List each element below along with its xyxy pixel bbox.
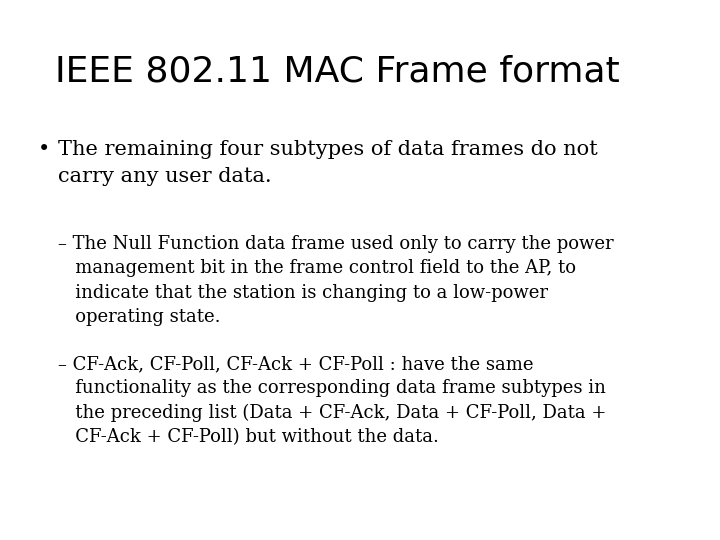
- Text: The remaining four subtypes of data frames do not
carry any user data.: The remaining four subtypes of data fram…: [58, 140, 598, 186]
- Text: IEEE 802.11 MAC Frame format: IEEE 802.11 MAC Frame format: [55, 55, 620, 89]
- Text: – The Null Function data frame used only to carry the power
   management bit in: – The Null Function data frame used only…: [58, 235, 613, 326]
- Text: •: •: [38, 140, 50, 159]
- Text: – CF-Ack, CF-Poll, CF-Ack + CF-Poll : have the same
   functionality as the corr: – CF-Ack, CF-Poll, CF-Ack + CF-Poll : ha…: [58, 355, 606, 446]
